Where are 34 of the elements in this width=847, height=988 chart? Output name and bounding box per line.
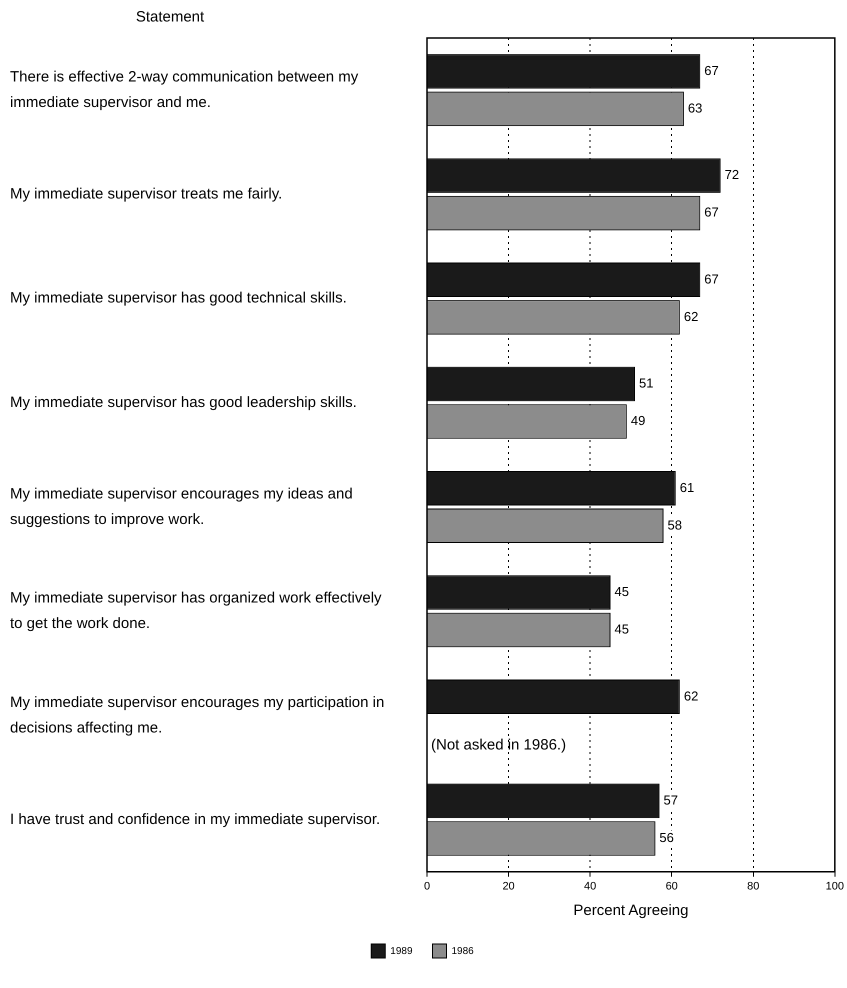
data-label: 67 (704, 271, 719, 286)
x-tick-label: 100 (826, 880, 844, 892)
y-tick-label: My immediate supervisor has good leadership skills. (10, 394, 357, 411)
data-label: 62 (684, 308, 698, 324)
x-axis-title: Percent Agreeing (573, 902, 688, 920)
y-tick-label: My immediate supervisor encourages my participation in decisions affecting me. (10, 694, 384, 736)
data-label: 45 (614, 622, 629, 637)
x-tick-label: 20 (502, 880, 515, 892)
y-tick-label: There is effective 2-way communication between my immediate supervisor and me. (10, 68, 359, 112)
y-tick-label: My immediate supervisor has organized work effectively to get the work done. (10, 590, 382, 632)
y-tick-label: My immediate supervisor has good technical skills. (10, 290, 347, 307)
y-axis-title: Statement (136, 8, 206, 26)
data-label: 57 (663, 792, 678, 808)
data-label: 72 (724, 167, 740, 182)
data-label: 45 (614, 584, 629, 600)
data-label: 51 (638, 376, 654, 391)
x-tick-label: 80 (747, 880, 760, 892)
y-tick-label: My immediate supervisor encourages my ideas and suggestions to improve work. (10, 485, 353, 528)
y-tick-label: My immediate supervisor treats me fairly. (10, 185, 282, 202)
x-tick-label: 60 (666, 880, 678, 892)
y-tick-label: I have trust and confidence in my immediate supervisor. (10, 810, 380, 828)
data-label: 49 (630, 413, 646, 428)
data-label: 56 (659, 830, 674, 846)
annotation: (Not asked in 1986.) (431, 736, 566, 754)
data-label: 67 (704, 62, 719, 78)
x-tick-label: 40 (584, 880, 596, 892)
data-label: 63 (688, 100, 702, 116)
legend-label: 1989 (390, 946, 413, 957)
legend-label: 1986 (452, 946, 474, 957)
data-label: 62 (684, 688, 698, 704)
data-label: 67 (704, 204, 719, 220)
data-label: 61 (680, 480, 694, 495)
x-tick-label: 0 (424, 880, 430, 892)
data-label: 58 (668, 517, 682, 532)
